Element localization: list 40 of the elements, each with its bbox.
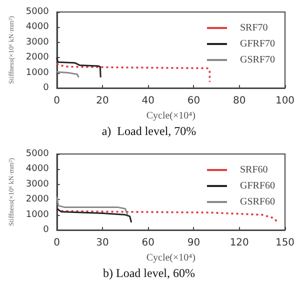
x-tick-label: 90	[187, 238, 200, 248]
x-axis-title: Cycle(×10⁴)	[146, 252, 196, 264]
line-series	[56, 196, 128, 216]
legend-label: SRF60	[240, 164, 268, 176]
x-tick-label: 0	[54, 96, 60, 106]
y-tick-label: 0	[43, 83, 50, 93]
y-tick-label: 1000	[26, 68, 50, 78]
y-tick-label: 5000	[26, 7, 50, 17]
line-series	[56, 208, 132, 224]
text: a) Load level, 70%	[102, 124, 196, 138]
y-tick-label: 3000	[26, 37, 50, 48]
x-tick-label: 120	[230, 238, 249, 248]
y-tick-label: 4000	[26, 22, 50, 32]
y-tick-label: 4000	[26, 164, 50, 174]
x-axis-title: Cycle(×10⁴)	[146, 110, 196, 122]
y-tick-label: 5000	[26, 149, 50, 159]
x-tick-label: 20	[96, 96, 109, 106]
y-tick-label: 1000	[26, 210, 50, 220]
legend-label: SRF70	[240, 22, 268, 34]
x-tick-label: 80	[232, 96, 246, 106]
legend-label: GFRF60	[240, 180, 275, 192]
y-tick-label: 3000	[26, 179, 50, 190]
y-tick-label: 2000	[26, 194, 50, 205]
line-series	[56, 208, 278, 223]
line-series	[56, 62, 211, 83]
legend-label: GSRF70	[240, 54, 275, 66]
x-tick-label: 150	[275, 238, 295, 248]
x-tick-label: 60	[187, 96, 200, 106]
x-tick-label: 100	[275, 96, 295, 106]
line-series	[56, 70, 80, 78]
line-series	[56, 56, 102, 78]
x-tick-label: 60	[142, 238, 154, 248]
y-tick-label: 2000	[26, 52, 50, 63]
text: b) Load level, 60%	[103, 266, 195, 280]
legend-label: GSRF60	[240, 196, 275, 208]
x-tick-label: 30	[96, 238, 109, 248]
x-tick-label: 40	[142, 96, 154, 106]
y-tick-label: 0	[43, 225, 50, 235]
x-tick-label: 0	[54, 238, 60, 248]
legend-label: GFRF70	[240, 38, 275, 50]
